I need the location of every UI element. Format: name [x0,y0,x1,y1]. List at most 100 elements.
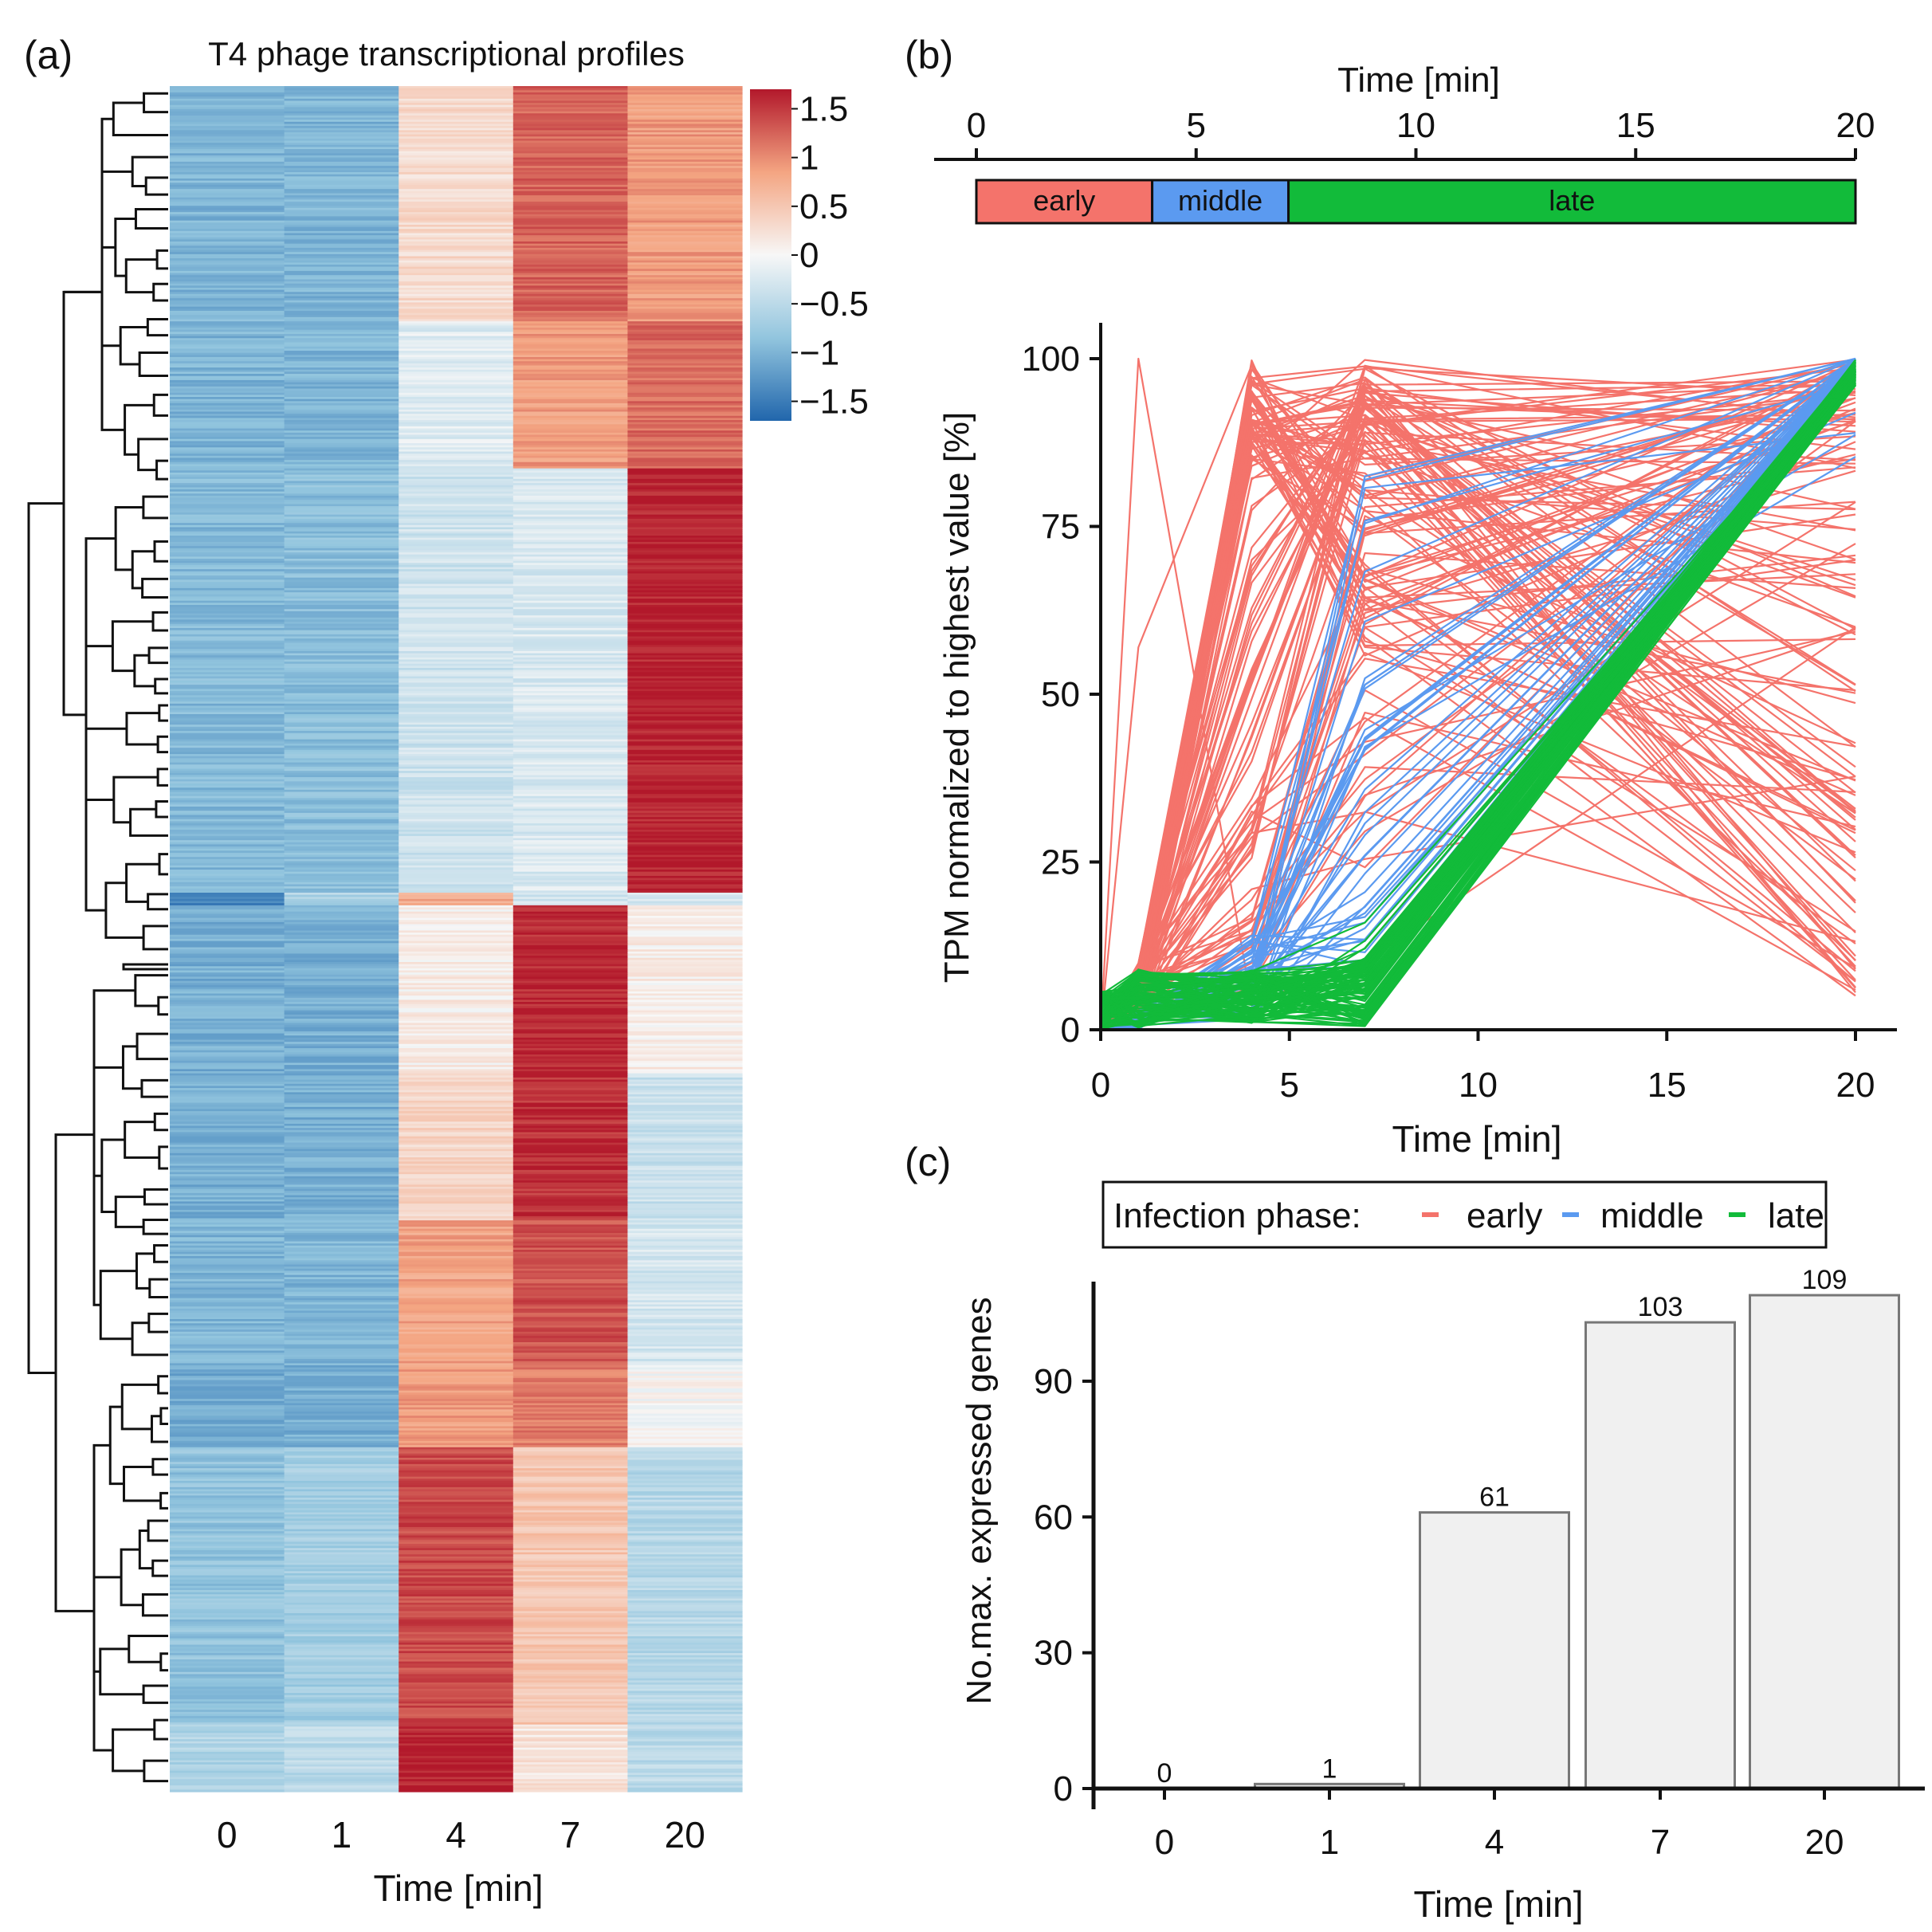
heatmap-cell [512,1082,628,1085]
heatmap-cell [399,1323,514,1326]
heatmap-cell [399,1182,514,1185]
heatmap-cell [284,1348,399,1352]
heatmap-cell [399,315,514,318]
heatmap-cell [284,443,399,446]
heatmap-cell [399,634,514,638]
heatmap-cell [170,1774,285,1778]
heatmap-cell [170,1485,285,1488]
heatmap-cell [399,375,514,379]
heatmap-cell [284,1762,399,1765]
heatmap-cell [627,1625,743,1629]
heatmap-cell [170,1211,285,1215]
heatmap-cell [512,371,628,375]
heatmap-cell [512,1724,628,1727]
line-plot-x-tick-label: 20 [1836,1066,1875,1105]
heatmap-cell [512,951,628,955]
heatmap-cell [284,1588,399,1591]
heatmap-cell [284,1287,399,1290]
heatmap-cell [627,1277,743,1280]
heatmap-cell [284,979,399,982]
heatmap-cell [399,1235,514,1238]
heatmap-cell [399,1142,514,1145]
heatmap-cell [512,237,628,240]
heatmap-cell [627,1621,743,1624]
heatmap-cell [627,1164,743,1167]
heatmap-cell [512,1535,628,1538]
heatmap-cell [512,676,628,679]
heatmap-cell [627,1760,743,1763]
heatmap-cell [284,468,399,471]
heatmap-cell [627,791,743,795]
heatmap-cell [399,569,514,572]
heatmap-cell [399,512,514,516]
timeline-title: Time [min] [1337,61,1500,100]
heatmap-cell [284,670,399,673]
heatmap-cell [284,617,399,621]
heatmap-cell [627,441,743,444]
heatmap-cell [512,956,628,959]
heatmap-cell [284,269,399,272]
heatmap-cell [399,107,514,110]
heatmap-cell [399,325,514,328]
heatmap-cell [284,678,399,681]
heatmap-cell [284,1227,399,1230]
heatmap-cell [627,1756,743,1759]
heatmap-cell [627,1522,743,1526]
heatmap-cell [170,779,285,782]
heatmap-cell [284,1665,399,1669]
heatmap-cell [627,1117,743,1121]
heatmap-cell [627,1757,743,1761]
heatmap-cell [512,1569,628,1572]
heatmap-cell [512,1697,628,1700]
heatmap-cell [170,1621,285,1624]
heatmap-cell [284,970,399,973]
heatmap-cell [627,642,743,646]
heatmap-cell [170,1227,285,1230]
heatmap-cell [399,426,514,430]
heatmap-cell [170,1548,285,1551]
heatmap-cell [284,903,399,906]
heatmap-cell [170,1255,285,1259]
heatmap-cell [627,1239,743,1243]
heatmap-cell [399,1313,514,1316]
heatmap-cell [284,592,399,595]
heatmap-cell [284,709,399,713]
heatmap-cell [399,777,514,780]
heatmap-cell [627,437,743,440]
heatmap-cell [170,1201,285,1204]
heatmap-cell [627,1321,743,1324]
heatmap-cell [284,1020,399,1024]
heatmap-cell [512,1531,628,1534]
heatmap-cell [512,1604,628,1608]
heatmap-cell [627,1512,743,1515]
heatmap-cell [170,1416,285,1419]
heatmap-cell [170,1172,285,1175]
heatmap-cell [284,701,399,705]
heatmap-cell [399,603,514,606]
heatmap-cell [627,1136,743,1139]
heatmap-cell [284,466,399,469]
heatmap-cell [284,518,399,522]
heatmap-cell [627,104,743,108]
heatmap-cell [284,798,399,801]
heatmap-cell [170,794,285,797]
heatmap-cell [512,1411,628,1415]
heatmap-cell [170,603,285,606]
heatmap-cell [627,1716,743,1719]
heatmap-cell [627,1470,743,1474]
heatmap-cell [170,1218,285,1221]
heatmap-cell [284,1522,399,1526]
heatmap-cell [627,835,743,839]
heatmap-cell [284,1470,399,1474]
heatmap-cell [170,1567,285,1570]
heatmap-cell [170,1783,285,1786]
heatmap-cell [170,1052,285,1055]
heatmap-cell [399,149,514,152]
heatmap-cell [170,1596,285,1600]
heatmap-cell [627,328,743,331]
dendrogram-link [155,249,168,270]
heatmap-cell [170,1541,285,1545]
heatmap-cell [284,292,399,295]
heatmap-cell [170,537,285,540]
heatmap-cell [399,1604,514,1608]
